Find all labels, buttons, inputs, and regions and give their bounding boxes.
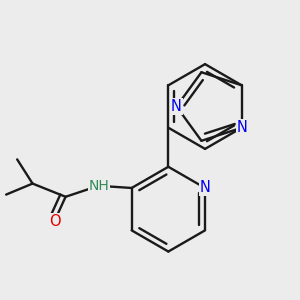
Text: NH: NH <box>88 179 109 193</box>
Text: O: O <box>49 214 60 229</box>
Text: N: N <box>236 120 247 135</box>
Text: N: N <box>171 99 182 114</box>
Text: N: N <box>200 181 211 196</box>
